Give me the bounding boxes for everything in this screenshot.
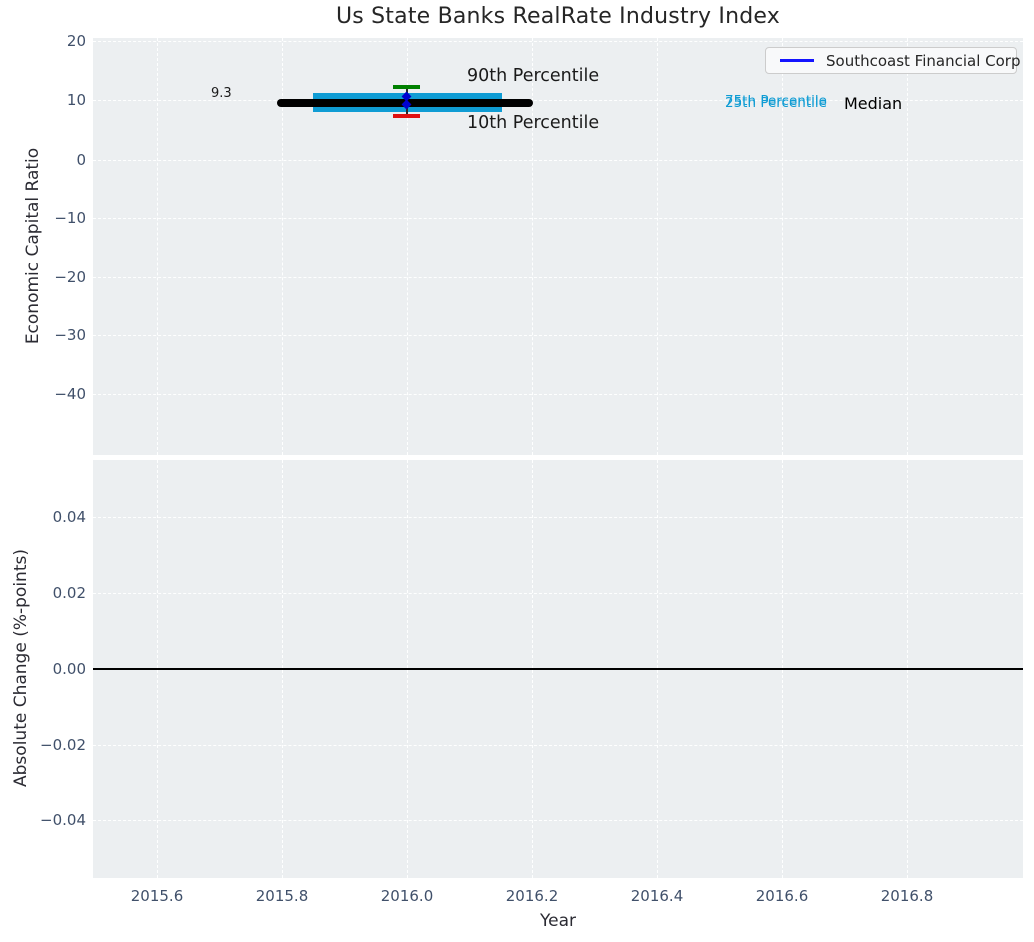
annotation-median: Median <box>844 94 903 113</box>
y-tick-label: 0.02 <box>52 584 86 602</box>
x-tick-label: 2016.6 <box>755 887 809 905</box>
bottom-plot-area <box>93 460 1023 878</box>
annotation-10th-percentile: 10th Percentile <box>467 113 600 133</box>
chart-title: Us State Banks RealRate Industry Index <box>335 4 780 29</box>
top-plot-area <box>93 38 1023 455</box>
y-tick-label: −10 <box>54 209 86 227</box>
y-axis-label-top: Economic Capital Ratio <box>23 147 43 345</box>
x-tick-label: 2016.0 <box>380 887 434 905</box>
x-axis-label: Year <box>540 911 576 931</box>
grid-line-vertical <box>782 38 783 455</box>
y-tick-label: −20 <box>54 268 86 286</box>
x-tick-label: 2016.2 <box>505 887 559 905</box>
y-tick-label: 10 <box>66 91 86 109</box>
y-tick-label: 20 <box>66 32 86 50</box>
grid-line-horizontal <box>93 745 1023 746</box>
errorbar-cap-90th <box>393 85 420 89</box>
y-tick-label: 0 <box>76 151 86 169</box>
errorbar-cap-10th <box>393 114 420 118</box>
grid-line-horizontal <box>93 218 1023 219</box>
grid-line-horizontal <box>93 41 1023 42</box>
grid-line-horizontal <box>93 517 1023 518</box>
y-tick-label: 0.04 <box>52 508 86 526</box>
legend: Southcoast Financial Corp <box>765 47 1021 74</box>
x-tick-label: 2016.4 <box>630 887 684 905</box>
y-axis-label-bottom: Absolute Change (%-points) <box>11 549 31 787</box>
grid-line-vertical <box>407 38 408 455</box>
grid-line-vertical <box>907 38 908 455</box>
x-tick-label: 2016.8 <box>880 887 934 905</box>
grid-line-vertical <box>282 38 283 455</box>
grid-line-vertical <box>657 38 658 455</box>
legend-label: Southcoast Financial Corp <box>826 51 1021 70</box>
y-tick-label: 0.00 <box>52 660 86 678</box>
zero-change-line <box>93 668 1023 670</box>
grid-line-horizontal <box>93 160 1023 161</box>
x-tick-label: 2015.6 <box>130 887 184 905</box>
y-tick-label: −30 <box>54 326 86 344</box>
annotation-90th-percentile: 90th Percentile <box>467 66 600 86</box>
grid-line-vertical <box>532 38 533 455</box>
annotation-75th-percentile: 75th Percentile <box>725 93 827 109</box>
grid-line-horizontal <box>93 335 1023 336</box>
annotation-company-value: 9.3 <box>211 86 232 101</box>
grid-line-horizontal <box>93 277 1023 278</box>
y-tick-label: −40 <box>54 385 86 403</box>
annotation-25th-percentile: 25th Percentile <box>725 95 827 111</box>
legend-line-sample <box>780 59 814 62</box>
grid-line-horizontal <box>93 394 1023 395</box>
grid-line-vertical <box>157 38 158 455</box>
x-tick-label: 2015.8 <box>255 887 309 905</box>
y-tick-label: −0.02 <box>40 736 86 754</box>
grid-line-horizontal <box>93 100 1023 101</box>
grid-line-horizontal <box>93 820 1023 821</box>
y-tick-label: −0.04 <box>40 811 86 829</box>
grid-line-horizontal <box>93 593 1023 594</box>
